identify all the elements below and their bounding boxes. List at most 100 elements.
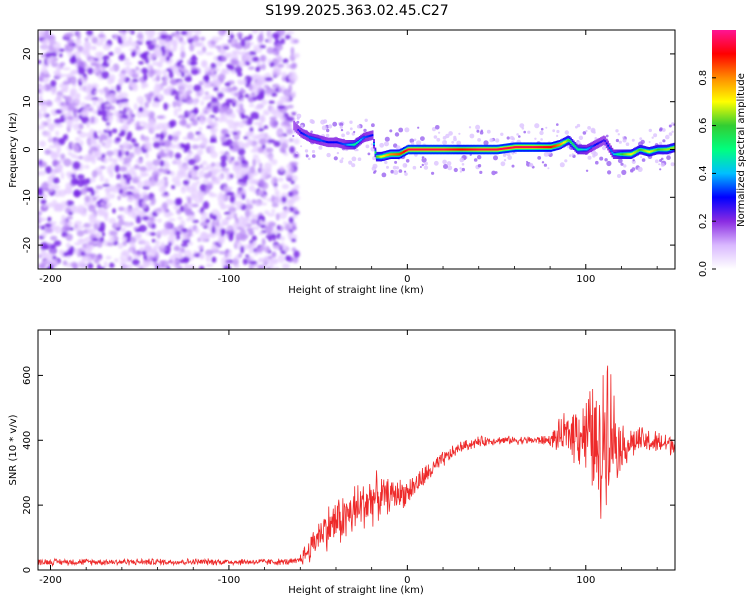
noise-speckle: [286, 128, 294, 135]
noise-speckle: [93, 203, 99, 208]
track-cell: [351, 143, 354, 146]
track-cell: [401, 151, 404, 154]
noise-speckle: [96, 240, 103, 248]
track-cell: [313, 137, 315, 140]
track-cell: [394, 153, 397, 156]
noise-speckle: [151, 61, 161, 66]
y-tick-label: 200: [22, 496, 33, 515]
noise-speckle: [108, 51, 114, 56]
noise-speckle: [248, 93, 257, 98]
noise-speckle: [38, 188, 43, 196]
noise-speckle: [280, 202, 287, 206]
track-cell: [624, 153, 627, 156]
noise-speckle: [125, 150, 130, 157]
noise-speckle: [174, 230, 182, 236]
noise-speckle: [267, 213, 276, 217]
spectrogram-signal-track: [292, 113, 675, 178]
noise-speckle: [290, 180, 295, 185]
noise-speckle: [214, 45, 222, 49]
track-cell: [444, 148, 447, 151]
noise-speckle: [103, 261, 108, 269]
track-speckle: [339, 125, 343, 129]
noise-speckle: [287, 104, 294, 109]
track-speckle: [506, 152, 511, 157]
noise-speckle: [111, 128, 118, 134]
track-cell: [361, 137, 364, 140]
noise-speckle: [168, 150, 174, 159]
noise-speckle: [262, 194, 267, 201]
track-cell: [587, 147, 589, 150]
track-cell: [550, 146, 552, 149]
noise-speckle: [251, 30, 259, 35]
track-cell: [374, 151, 377, 154]
noise-speckle: [161, 80, 168, 87]
noise-speckle: [40, 249, 46, 258]
colorbar-label: Normalized spectral amplitude: [736, 73, 747, 227]
noise-speckle: [134, 192, 141, 200]
track-cell: [421, 148, 424, 151]
noise-speckle: [58, 137, 66, 145]
noise-speckle: [212, 105, 220, 114]
noise-speckle: [236, 121, 246, 128]
track-speckle: [443, 164, 448, 169]
noise-speckle: [179, 113, 185, 119]
noise-speckle: [159, 160, 165, 167]
noise-speckle: [167, 134, 173, 141]
track-cell: [300, 131, 303, 134]
track-cell: [490, 148, 492, 151]
snr-y-ticks: 0 200 400 600: [22, 366, 675, 573]
noise-speckle: [211, 244, 219, 252]
noise-speckle: [264, 77, 273, 82]
track-speckle: [617, 158, 623, 164]
track-cell: [588, 147, 591, 149]
track-cell: [510, 146, 512, 149]
noise-speckle: [125, 65, 131, 74]
track-speckle: [500, 161, 506, 167]
noise-speckle: [271, 229, 279, 234]
noise-speckle: [149, 216, 155, 222]
noise-speckle: [140, 134, 145, 140]
noise-speckle: [233, 58, 237, 66]
track-cell: [460, 148, 462, 151]
noise-speckle: [80, 251, 86, 257]
noise-speckle: [147, 43, 156, 51]
noise-speckle: [180, 72, 185, 78]
noise-speckle: [253, 45, 258, 52]
track-speckle: [601, 145, 607, 151]
noise-speckle: [67, 121, 73, 129]
noise-speckle: [229, 145, 234, 150]
track-speckle: [365, 144, 370, 149]
track-cell: [317, 138, 320, 141]
noise-speckle: [80, 109, 89, 117]
noise-speckle: [244, 93, 250, 98]
noise-speckle: [229, 33, 235, 40]
noise-speckle: [165, 55, 170, 62]
noise-speckle: [63, 158, 72, 167]
track-cell: [565, 140, 568, 143]
noise-speckle: [258, 32, 264, 42]
noise-speckle: [168, 259, 174, 264]
noise-speckle: [122, 240, 127, 247]
track-speckle: [384, 141, 389, 147]
track-cell: [443, 148, 445, 151]
noise-speckle: [114, 110, 119, 117]
noise-speckle: [62, 225, 71, 230]
track-cell: [330, 141, 333, 144]
track-cell: [316, 138, 318, 141]
noise-speckle: [263, 210, 270, 215]
noise-speckle: [101, 71, 110, 79]
noise-speckle: [38, 165, 43, 169]
noise-speckle: [206, 103, 211, 108]
colorbar-tick-label: 0.2: [698, 213, 709, 229]
noise-speckle: [132, 254, 142, 259]
noise-speckle: [74, 137, 81, 142]
y-tick-label: 400: [22, 431, 33, 450]
track-speckle: [300, 145, 303, 148]
track-cell: [485, 148, 488, 151]
noise-speckle: [162, 127, 168, 132]
track-cell: [494, 148, 497, 151]
noise-speckle: [199, 252, 204, 260]
track-cell: [640, 148, 642, 151]
noise-speckle: [274, 190, 280, 196]
track-cell: [523, 146, 525, 149]
